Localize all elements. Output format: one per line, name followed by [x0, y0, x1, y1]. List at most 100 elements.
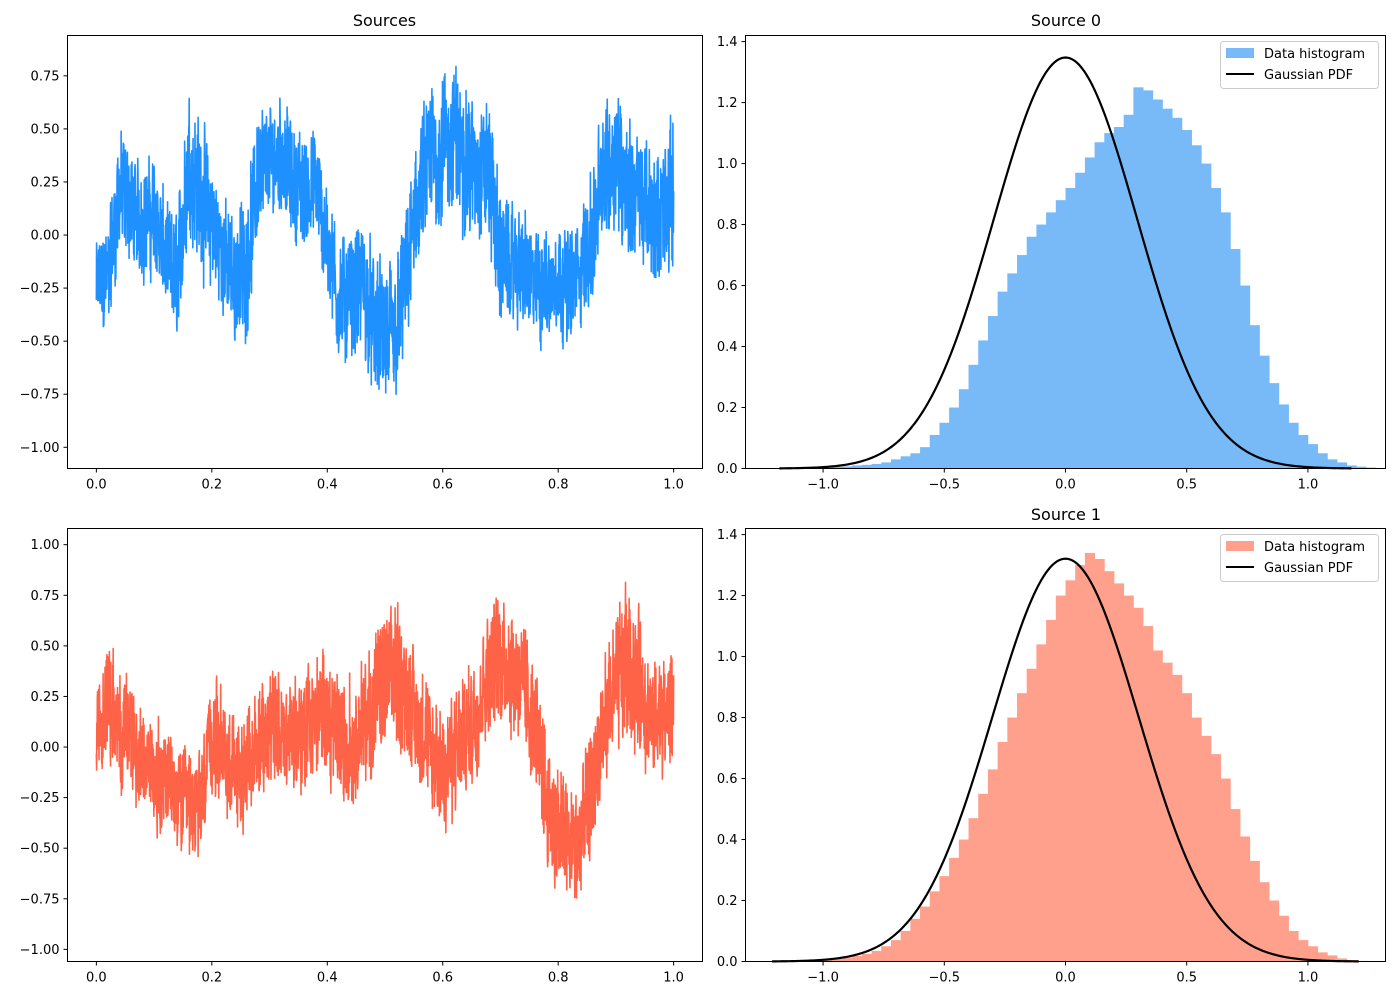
legend-histogram-label: Data histogram [1264, 540, 1365, 555]
histogram-bar [958, 839, 969, 962]
histogram-bar [1337, 958, 1348, 962]
histogram-bar [1007, 717, 1018, 962]
histogram-bar [1143, 626, 1154, 962]
histogram-bar [890, 940, 902, 962]
histogram-bar [1026, 236, 1037, 469]
histogram-bar [852, 465, 863, 469]
histogram-bar [1172, 117, 1183, 469]
histogram-bar [1249, 325, 1260, 469]
histogram-bar [1065, 580, 1076, 962]
histogram-bar [1104, 133, 1115, 469]
y-tick-label: 0.0 [717, 462, 738, 477]
histogram-bar [1181, 130, 1192, 469]
histogram-bar [1017, 255, 1028, 469]
histogram-bar [1220, 778, 1231, 962]
histogram-bar [1113, 583, 1125, 962]
histogram-bar [929, 891, 940, 962]
histogram-bar [1017, 693, 1028, 962]
legend-histogram-swatch [1226, 48, 1254, 58]
histogram-bar [1307, 946, 1319, 962]
histogram-bar [1259, 882, 1270, 962]
histogram-bar [1240, 285, 1251, 469]
y-tick-label: 1.2 [717, 96, 738, 111]
histogram-bar [978, 340, 989, 469]
histogram-bar [949, 857, 960, 962]
histogram-bar [1055, 595, 1066, 962]
x-tick-label: 1.0 [663, 478, 684, 493]
histogram-bar [1026, 668, 1037, 962]
y-tick-label: 1.4 [717, 35, 738, 50]
y-tick-label: 0.75 [31, 69, 60, 84]
histogram-bar [1327, 459, 1338, 469]
histogram-bar [1278, 915, 1289, 962]
x-tick-label: 0.4 [317, 478, 338, 493]
legend: Data histogram Gaussian PDF [1220, 534, 1379, 582]
x-tick-label: −0.5 [928, 971, 960, 986]
x-tick-label: 0.8 [548, 478, 569, 493]
panel-title: Source 1 [1031, 505, 1101, 524]
histogram-bar [1210, 754, 1222, 962]
y-tick-label: 0.2 [717, 894, 738, 909]
y-tick-label: 0.8 [717, 711, 738, 726]
histogram-bar [1123, 114, 1134, 469]
histogram-bar [1327, 955, 1338, 962]
histogram-bar [1240, 836, 1251, 962]
x-tick-label: 0.0 [1055, 971, 1076, 986]
gaussian-pdf-line [772, 557, 1359, 963]
x-tick-label: 0.2 [201, 478, 222, 493]
y-tick-label: −0.50 [20, 842, 60, 857]
histogram-bar [968, 364, 979, 469]
histogram-bar [1201, 735, 1212, 962]
histogram-bar [842, 957, 853, 962]
histogram-bar [920, 906, 931, 962]
histogram-bar [1084, 157, 1095, 469]
legend-box [1220, 41, 1379, 89]
y-tick-label: 0.6 [717, 279, 738, 294]
histogram-bar [1307, 444, 1319, 469]
x-tick-label: 0.6 [432, 478, 453, 493]
histogram-bar [1007, 273, 1018, 469]
source-0-histogram-panel: Source 0 −1.0 −0.5 0.0 0.5 1.0 0.0 0.2 0.4 0.6 0.… [717, 11, 1386, 493]
y-tick-label: 1.0 [717, 650, 738, 665]
histogram-bar [949, 407, 960, 469]
x-tick-label: 0.5 [1176, 971, 1197, 986]
x-tick-label: 0.0 [1055, 478, 1076, 493]
histogram-bar [871, 950, 882, 962]
histogram-bar [997, 291, 1008, 469]
histogram-bar [1133, 607, 1144, 962]
histogram-bar [939, 876, 950, 962]
plot-frame [745, 35, 1386, 469]
x-tick-label: 0.4 [317, 971, 338, 986]
y-tick-label: 0.50 [31, 639, 60, 654]
histogram-bar [1046, 619, 1057, 962]
histogram-bar [1075, 172, 1086, 469]
histogram-bar [900, 931, 911, 962]
histogram-bar [832, 466, 843, 469]
x-tick-label: 0.2 [201, 971, 222, 986]
y-tick-label: 0.00 [31, 229, 60, 244]
histogram-bar [1104, 571, 1115, 962]
y-tick-label: 0.75 [31, 589, 60, 604]
x-tick-label: 1.0 [1298, 971, 1319, 986]
histogram-bar [1191, 145, 1202, 469]
histogram-bar [968, 818, 979, 962]
x-tick-label: 1.0 [663, 971, 684, 986]
histogram-bar [929, 434, 940, 469]
histogram-bar [1123, 595, 1134, 962]
histogram-bar [1220, 212, 1231, 469]
y-tick-label: 0.25 [31, 175, 60, 190]
histogram-bar [832, 959, 843, 962]
x-tick-label: 1.0 [1298, 478, 1319, 493]
histogram-bar [1152, 650, 1163, 962]
histogram-bar [1075, 565, 1086, 962]
legend: Data histogram Gaussian PDF [1220, 41, 1379, 89]
histogram-bar [871, 463, 882, 469]
histogram-bar [1084, 552, 1095, 962]
histogram-bar [1356, 466, 1367, 469]
x-tick-label: −1.0 [807, 971, 839, 986]
x-tick-label: −0.5 [928, 478, 960, 493]
x-tick-label: 0.0 [86, 971, 107, 986]
histogram-bar [1094, 142, 1105, 469]
histogram-bar [1337, 462, 1348, 469]
histogram-bar [1201, 163, 1212, 469]
